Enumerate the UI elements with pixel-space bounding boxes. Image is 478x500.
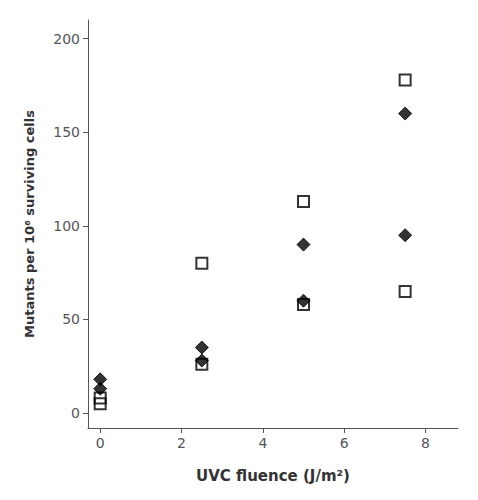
svg-text:150: 150 (53, 124, 80, 140)
svg-text:6: 6 (340, 435, 349, 451)
svg-text:0: 0 (96, 435, 105, 451)
svg-text:50: 50 (62, 311, 80, 327)
svg-text:Mutants per 10⁶ surviving cell: Mutants per 10⁶ surviving cells (22, 110, 37, 338)
svg-text:4: 4 (258, 435, 267, 451)
svg-text:2: 2 (177, 435, 186, 451)
svg-text:0: 0 (71, 405, 80, 421)
svg-text:UVC fluence (J/m²): UVC fluence (J/m²) (196, 467, 350, 485)
svg-text:200: 200 (53, 31, 80, 47)
svg-text:8: 8 (421, 435, 430, 451)
svg-text:100: 100 (53, 218, 80, 234)
